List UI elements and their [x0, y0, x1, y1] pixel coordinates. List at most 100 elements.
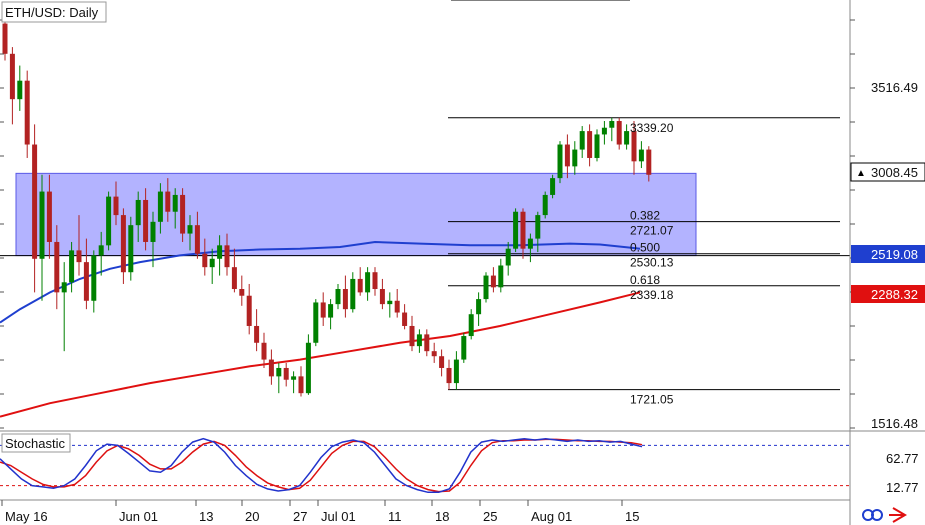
candle-body [439, 356, 445, 368]
fibonacci-high-label: 3339.20 [630, 121, 674, 135]
x-tick-label: 27 [293, 509, 307, 524]
candle-body [572, 149, 578, 167]
candle-body [150, 221, 156, 242]
candle-body [224, 245, 230, 268]
candle-body [194, 225, 200, 254]
link-icon[interactable] [862, 509, 883, 521]
candle-body [268, 359, 274, 377]
y-tick-label: 3516.49 [871, 80, 918, 95]
candle-body [498, 265, 504, 288]
x-tick-label: Jun 01 [119, 509, 158, 524]
fibonacci-ratio-label: 0.382 [630, 209, 660, 223]
candles [2, 8, 652, 397]
candle-body [9, 53, 15, 100]
candle-body [609, 121, 615, 128]
candle-body [172, 194, 178, 212]
candle-body [409, 325, 415, 347]
chart-title: ETH/USD: Daily [5, 5, 99, 20]
candle-body [24, 80, 30, 145]
candle-body [490, 275, 496, 288]
candle-body [557, 144, 563, 179]
candle-body [135, 199, 141, 226]
candle-body [291, 376, 297, 380]
x-tick-label: May 16 [5, 509, 48, 524]
candle-body [298, 376, 304, 394]
fibonacci-value-label: 2339.18 [630, 288, 674, 302]
up-arrow-icon: ▲ [856, 168, 866, 179]
candle-body [283, 367, 289, 380]
candle-body [202, 253, 208, 268]
x-tick-label: 15 [625, 509, 639, 524]
stochastic-k-line [0, 437, 643, 494]
candle-body [128, 225, 134, 273]
x-tick-label: Jul 01 [321, 509, 356, 524]
x-tick-label: 25 [483, 509, 497, 524]
candle-body [231, 267, 237, 290]
candle-body [631, 131, 637, 162]
blue-ma-price-tag: 2519.08 [851, 245, 925, 263]
candle-body [328, 304, 334, 318]
current-price-label: 3008.45 [871, 165, 918, 180]
candle-body [594, 134, 600, 158]
candle-body [246, 295, 252, 326]
price-axis: 3516.49 1516.48 [0, 19, 918, 431]
candle-body [624, 131, 630, 145]
candle-body [254, 325, 260, 343]
candle-body [32, 144, 38, 259]
fibonacci-ratio-label: 0.618 [630, 273, 660, 287]
stochastic-panel [0, 437, 850, 494]
x-tick-label: 13 [199, 509, 213, 524]
candle-body [342, 289, 348, 310]
candle-body [39, 191, 45, 259]
candle-body [91, 255, 97, 301]
candle-body [505, 248, 511, 266]
candle-body [564, 144, 570, 167]
candle-body [143, 199, 149, 242]
candle-body [313, 302, 319, 343]
candle-body [446, 367, 452, 384]
candle-body [402, 312, 408, 326]
candle-body [513, 211, 519, 249]
candle-body [646, 149, 652, 175]
candle-body [616, 121, 622, 145]
candle-body [550, 178, 556, 195]
candle-body [187, 225, 193, 234]
fibonacci-value-label: 2721.07 [630, 224, 674, 238]
red-ma-price-label: 2288.32 [871, 287, 918, 302]
x-tick-label: 20 [245, 509, 259, 524]
candle-body [61, 282, 67, 293]
candle-body [350, 278, 356, 310]
candle-body [209, 258, 215, 268]
candle-body [453, 359, 459, 384]
x-tick-label: Aug 01 [531, 509, 572, 524]
fibonacci-lines [448, 117, 840, 391]
candle-body [320, 302, 326, 318]
stochastic-y-tick-label: 12.77 [886, 480, 919, 495]
stochastic-title-box: Stochastic [1, 433, 71, 453]
stochastic-y-tick-label: 62.77 [886, 451, 919, 466]
candle-body [305, 342, 311, 394]
candle-body [217, 245, 223, 259]
candle-body [372, 272, 378, 290]
candle-body [98, 245, 104, 256]
candle-body [69, 250, 75, 283]
candle-body [180, 194, 186, 234]
fibonacci-ratio-label: 0.500 [630, 241, 660, 255]
candle-body [17, 80, 23, 100]
candle-body [379, 289, 385, 305]
candle-body [520, 211, 526, 249]
candle-body [54, 241, 60, 293]
candle-body [106, 196, 112, 246]
candle-body [165, 191, 171, 212]
candle-body [601, 127, 607, 135]
fibonacci-low-label: 1721.05 [630, 393, 674, 407]
candle-body [276, 367, 282, 377]
candle-body [461, 336, 467, 360]
arrow-icon[interactable] [889, 507, 907, 523]
candle-body [357, 278, 363, 293]
fibonacci-value-label: 2530.13 [630, 256, 674, 270]
candle-body [394, 300, 400, 313]
